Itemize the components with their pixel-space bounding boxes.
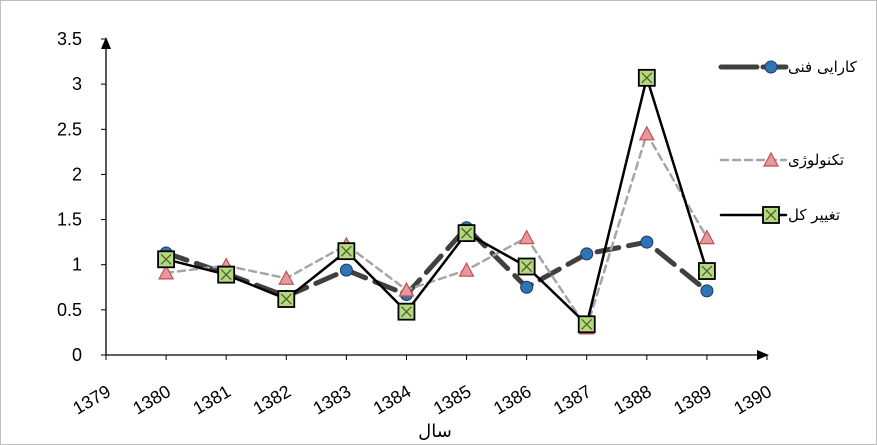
data-point xyxy=(398,281,415,297)
data-point xyxy=(518,229,535,245)
data-point xyxy=(217,265,236,284)
y-tick-label: 1.5 xyxy=(57,210,82,230)
data-point xyxy=(640,235,654,249)
x-axis-arrow xyxy=(757,350,769,360)
y-tick-label: 3 xyxy=(72,74,82,94)
data-point xyxy=(157,250,175,269)
legend-marker xyxy=(762,151,780,167)
y-tick-label: 3.5 xyxy=(57,29,82,49)
data-point xyxy=(698,229,715,245)
y-tick-label: 1 xyxy=(72,255,82,275)
data-point xyxy=(337,242,356,261)
legend-marker xyxy=(764,60,778,74)
data-point xyxy=(637,68,656,87)
marker-cross xyxy=(280,293,292,305)
data-point xyxy=(700,284,714,298)
x-tick-label: 1390 xyxy=(730,381,775,418)
x-tick-label: 1384 xyxy=(370,381,415,418)
legend-marker xyxy=(762,206,780,224)
data-point xyxy=(457,224,476,243)
x-tick-label: 1385 xyxy=(430,381,475,418)
tick-labels: 0 0.5 1 1.5 2 2.5 3 3.5 1379 1380 1381 1382 1383 1384… xyxy=(57,29,775,418)
legend-label: تغییر کل xyxy=(788,206,840,224)
x-tick-label: 1386 xyxy=(490,381,535,418)
series-2 xyxy=(158,125,715,335)
series-line xyxy=(164,76,709,326)
x-tick-label: 1383 xyxy=(310,381,355,418)
marker-cross xyxy=(521,261,533,272)
data-point xyxy=(638,125,655,141)
y-tick-label: 2.5 xyxy=(57,119,82,139)
data-point xyxy=(698,262,716,280)
x-tick-label: 1382 xyxy=(250,381,295,418)
legend-item-1: کارایی فنی xyxy=(718,58,858,76)
data-point xyxy=(577,315,596,334)
x-tick-label: 1387 xyxy=(550,381,595,418)
series-3 xyxy=(157,68,716,334)
data-point xyxy=(158,264,175,280)
y-tick-label: 0.5 xyxy=(57,300,82,320)
data-point xyxy=(517,257,536,276)
series-layer xyxy=(157,68,716,335)
data-point xyxy=(458,261,475,277)
marker-cross xyxy=(765,209,777,221)
series-line xyxy=(164,132,709,330)
axes xyxy=(101,37,769,360)
data-point xyxy=(277,290,296,308)
x-axis-title: سال xyxy=(418,421,452,442)
marker-cross xyxy=(160,253,172,265)
marker-cross xyxy=(641,72,653,84)
x-tick-label: 1380 xyxy=(129,381,174,418)
data-point xyxy=(278,269,295,285)
marker-cross xyxy=(220,269,232,281)
marker-cross xyxy=(701,265,713,277)
marker-cross xyxy=(340,245,352,257)
legend-label: کارایی فنی xyxy=(788,58,858,76)
x-tick-label: 1389 xyxy=(670,381,715,418)
data-point xyxy=(520,280,534,294)
marker-cross xyxy=(461,227,473,239)
data-point xyxy=(397,302,416,321)
y-tick-label: 0 xyxy=(72,345,82,365)
y-tick-label: 2 xyxy=(72,164,82,184)
series-line xyxy=(163,225,710,299)
marker-cross xyxy=(400,306,412,318)
x-tick-label: 1381 xyxy=(190,381,235,418)
x-tick-label: 1379 xyxy=(69,381,114,418)
series-1 xyxy=(159,221,714,303)
legend: کارایی فنی تکنولوژی تغییر کل xyxy=(718,58,858,224)
x-tick-label: 1388 xyxy=(610,381,655,418)
legend-item-2: تکنولوژی xyxy=(719,151,844,169)
marker-cross xyxy=(581,318,593,330)
legend-item-3: تغییر کل xyxy=(719,206,840,224)
y-axis-arrow xyxy=(101,37,111,49)
data-point xyxy=(580,247,594,261)
data-point xyxy=(339,263,353,277)
legend-label: تکنولوژی xyxy=(788,151,844,169)
